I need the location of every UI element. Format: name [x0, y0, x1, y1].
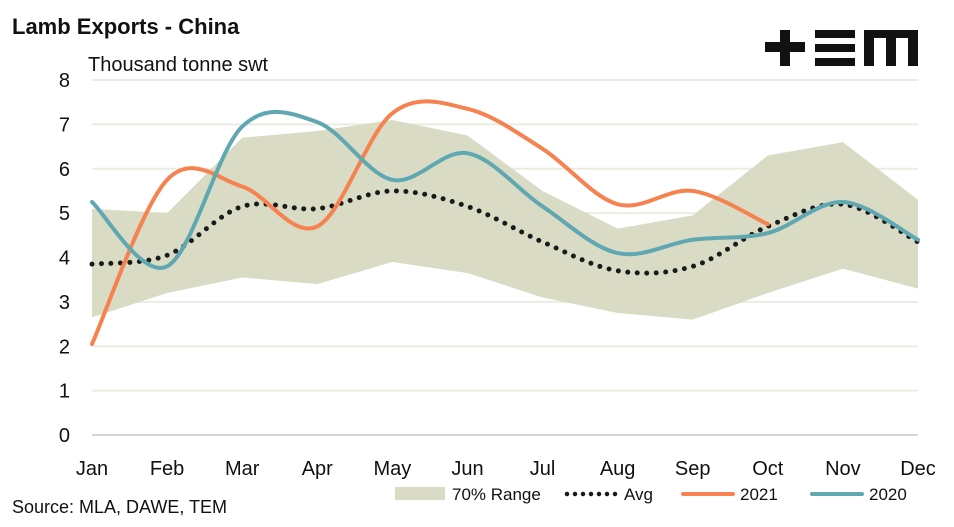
y-tick-label: 3 [59, 292, 70, 314]
x-tick-label: Mar [225, 458, 260, 480]
x-tick-label: Nov [825, 458, 861, 480]
range-area [92, 119, 918, 320]
x-tick-label: Oct [752, 458, 784, 480]
y-tick-label: 2 [59, 336, 70, 358]
x-tick-label: Feb [150, 458, 184, 480]
y-tick-label: 5 [59, 203, 70, 225]
y-tick-label: 1 [59, 381, 70, 403]
legend-swatch-range [395, 487, 445, 500]
y-tick-label: 6 [59, 159, 70, 181]
x-tick-label: May [373, 458, 411, 480]
x-tick-label: Aug [600, 458, 636, 480]
legend-label-2020: 2020 [869, 485, 907, 504]
x-tick-label: Jul [530, 458, 556, 480]
y-tick-label: 8 [59, 70, 70, 92]
source-note: Source: MLA, DAWE, TEM [12, 497, 228, 517]
y-tick-label: 0 [59, 425, 70, 447]
tem-logo [765, 30, 918, 66]
chart-title: Lamb Exports - China [12, 14, 240, 39]
legend: 70% Range Avg 2021 2020 [395, 485, 907, 504]
x-tick-label: Sep [675, 458, 711, 480]
y-tick-label: 7 [59, 114, 70, 136]
x-tick-label: Jun [451, 458, 483, 480]
series-line-2021 [90, 99, 770, 347]
x-tick-label: Jan [76, 458, 108, 480]
series-line-2020 [90, 110, 920, 270]
series-line-avg [89, 188, 921, 276]
legend-label-2021: 2021 [740, 485, 778, 504]
y-tick-label: 4 [59, 248, 70, 270]
x-tick-label: Apr [302, 458, 333, 480]
x-tick-label: Dec [900, 458, 936, 480]
y-axis-label: Thousand tonne swt [88, 54, 269, 76]
legend-label-range: 70% Range [452, 485, 541, 504]
legend-label-avg: Avg [624, 485, 653, 504]
